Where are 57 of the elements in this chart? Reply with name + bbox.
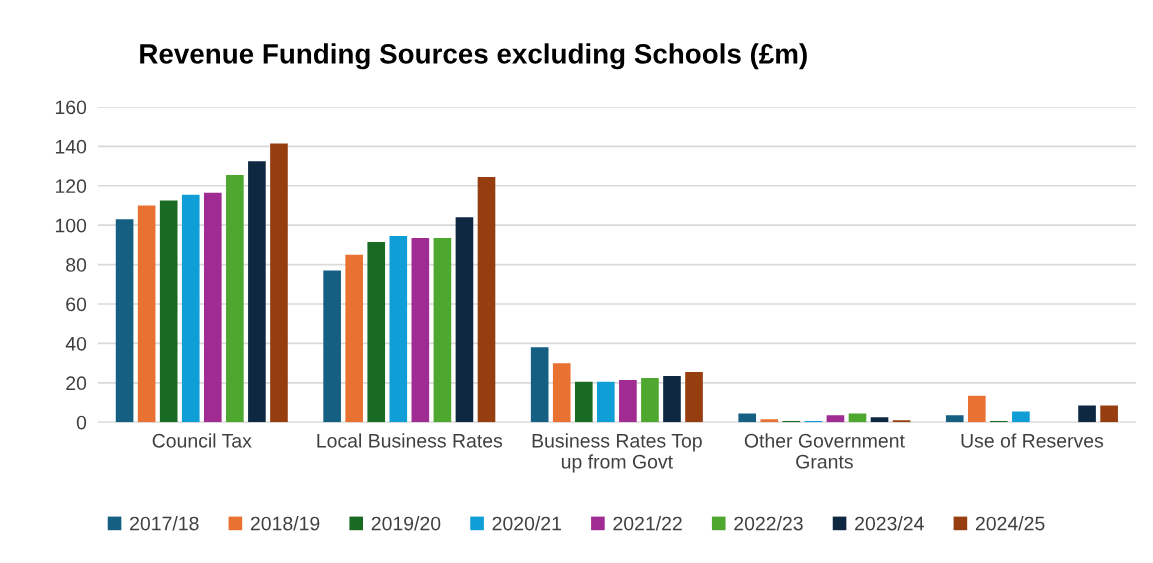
bar (870, 417, 889, 423)
legend-label: 2023/24 (855, 516, 924, 531)
legend-label: 2021/22 (613, 516, 682, 531)
y-tick-label: 120 (55, 179, 87, 194)
bar (685, 372, 703, 423)
y-tick-label: 140 (55, 139, 87, 154)
legend-label: 2018/19 (250, 516, 320, 531)
x-tick-label: Use of Reserves (961, 433, 1104, 448)
bar (1100, 405, 1118, 423)
bar (574, 381, 593, 423)
bar (619, 379, 637, 423)
bar (159, 200, 178, 423)
y-tick-label: 40 (65, 336, 87, 351)
bar (552, 363, 571, 423)
bar (270, 143, 288, 423)
bar (137, 205, 156, 423)
legend-label: 2019/20 (371, 516, 441, 531)
bar (181, 194, 200, 423)
bar (826, 415, 845, 423)
bar (663, 375, 681, 423)
bar (455, 217, 474, 423)
bar (641, 377, 659, 423)
bar (477, 176, 496, 423)
bar (945, 415, 964, 423)
bar (1012, 411, 1030, 423)
bar (760, 419, 779, 423)
y-tick-label: 20 (66, 376, 87, 391)
bar (203, 192, 222, 423)
bar (738, 413, 757, 423)
bar (345, 254, 364, 423)
bar (115, 219, 134, 423)
bar (389, 236, 408, 423)
bar (367, 241, 386, 423)
bar (967, 395, 986, 423)
bar (248, 161, 266, 423)
bar (226, 174, 244, 423)
y-tick-label: 0 (76, 415, 87, 430)
bar (323, 270, 341, 423)
legend-label: 2022/23 (734, 516, 803, 531)
bar (1078, 405, 1096, 423)
chart-title: Revenue Funding Sources excluding Schools (£m) (140, 43, 807, 70)
y-tick-label: 80 (66, 258, 87, 272)
legend-label: 2020/21 (492, 516, 561, 531)
x-tick-label: Local Business Rates (317, 433, 503, 448)
legend-label: 2024/25 (975, 516, 1045, 531)
y-tick-label: 160 (55, 100, 87, 115)
bar (597, 381, 615, 423)
x-tick-label: Council Tax (152, 433, 252, 448)
bar (848, 413, 867, 423)
x-tick-label: Business Rates Top up from Govt (532, 433, 702, 473)
y-tick-label: 60 (66, 297, 87, 312)
bar (433, 238, 452, 423)
y-tick-label: 100 (55, 218, 87, 233)
x-tick-label: Other Government Grants (744, 433, 905, 469)
legend-label: 2017/18 (130, 516, 199, 531)
bar (530, 347, 549, 423)
bar (411, 238, 430, 423)
